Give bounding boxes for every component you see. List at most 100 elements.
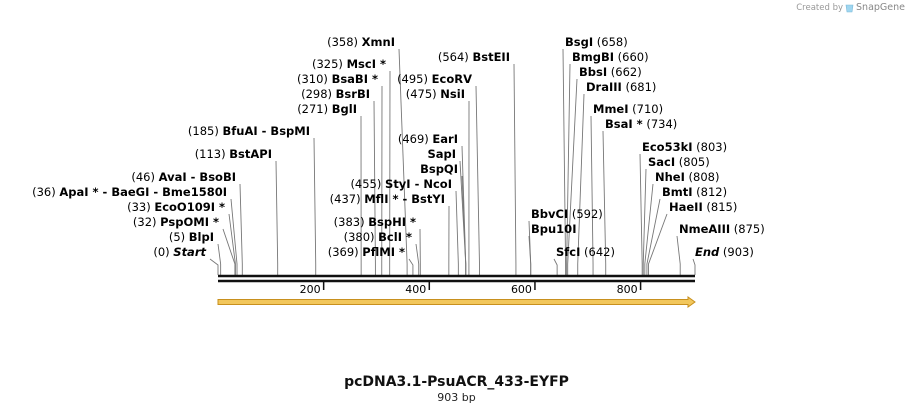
- feature-arrow[interactable]: [217, 296, 696, 308]
- site-text[interactable]: NmeAIII (875): [679, 222, 765, 236]
- site-label[interactable]: NheI (808): [655, 170, 719, 184]
- site-label[interactable]: BsgI (658): [565, 35, 628, 49]
- site-text[interactable]: MmeI (710): [593, 102, 663, 116]
- site-text[interactable]: (564) BstEII: [438, 50, 510, 64]
- site-text[interactable]: SacI (805): [648, 155, 710, 169]
- site-text[interactable]: (46) AvaI - BsoBI: [131, 170, 236, 184]
- site-label[interactable]: (46) AvaI - BsoBI: [131, 170, 236, 184]
- site-text[interactable]: (475) NsiI: [406, 87, 465, 101]
- site-connector: [222, 228, 236, 275]
- site-text[interactable]: (437) MflI * - BstYI: [330, 192, 445, 206]
- site-text[interactable]: (185) BfuAI - BspMI: [188, 124, 310, 138]
- site-text[interactable]: DraIII (681): [586, 80, 656, 94]
- site-label[interactable]: (33) EcoO109I *: [127, 200, 225, 214]
- site-name: NmeAIII: [679, 222, 730, 236]
- site-text[interactable]: NheI (808): [655, 170, 719, 184]
- site-text[interactable]: (469) EarI: [398, 132, 458, 146]
- site-label[interactable]: NmeAIII (875): [679, 222, 765, 236]
- site-label[interactable]: HaeII (815): [669, 200, 737, 214]
- site-label[interactable]: Eco53kI (803): [642, 140, 727, 154]
- site-text[interactable]: (36) ApaI * - BaeGI - Bme1580I: [32, 185, 227, 199]
- site-text[interactable]: (310) BsaBI *: [297, 72, 378, 86]
- site-position: (681): [622, 80, 657, 94]
- site-name: BsgI: [565, 35, 593, 49]
- dna-backbone: [218, 274, 695, 283]
- site-label[interactable]: (271) BglI: [297, 102, 357, 116]
- site-text[interactable]: (5) BlpI: [169, 230, 214, 244]
- site-label[interactable]: DraIII (681): [586, 80, 656, 94]
- site-label[interactable]: (358) XmnI: [327, 35, 395, 49]
- site-label[interactable]: (32) PspOMI *: [133, 215, 219, 229]
- site-label[interactable]: SapI: [427, 147, 456, 161]
- site-label[interactable]: (185) BfuAI - BspMI: [188, 124, 310, 138]
- site-label[interactable]: (36) ApaI * - BaeGI - Bme1580I: [32, 185, 227, 199]
- site-position: (113): [195, 147, 230, 161]
- site-text[interactable]: (369) PflMI *: [328, 245, 405, 259]
- site-text[interactable]: Bpu10I: [531, 222, 576, 236]
- site-text[interactable]: (298) BsrBI: [301, 87, 370, 101]
- site-text[interactable]: SfcI (642): [556, 245, 615, 259]
- site-position: (455): [350, 177, 385, 191]
- site-text[interactable]: (0) Start: [153, 245, 206, 259]
- site-text[interactable]: BsgI (658): [565, 35, 628, 49]
- site-text[interactable]: (383) BspHI *: [334, 215, 416, 229]
- site-text[interactable]: (271) BglI: [297, 102, 357, 116]
- site-label[interactable]: BsaI * (734): [605, 117, 677, 131]
- site-label[interactable]: (495) EcoRV: [397, 72, 472, 86]
- site-label[interactable]: (380) BclI *: [344, 230, 412, 244]
- site-name: EarI: [432, 132, 458, 146]
- ruler-ticks: 200 400 600 800: [300, 282, 642, 296]
- site-label[interactable]: BspQI: [420, 162, 458, 176]
- site-text[interactable]: HaeII (815): [669, 200, 737, 214]
- site-label[interactable]: End (903): [695, 245, 754, 259]
- site-text[interactable]: BsaI * (734): [605, 117, 677, 131]
- site-text[interactable]: (32) PspOMI *: [133, 215, 219, 229]
- site-text[interactable]: (455) StyI - NcoI: [350, 177, 452, 191]
- site-label[interactable]: (0) Start: [153, 245, 206, 259]
- site-text[interactable]: BmgBI (660): [572, 50, 649, 64]
- site-label[interactable]: BmtI (812): [662, 185, 727, 199]
- site-label[interactable]: (564) BstEII: [438, 50, 510, 64]
- site-text[interactable]: BbsI (662): [579, 65, 642, 79]
- site-label[interactable]: (310) BsaBI *: [297, 72, 378, 86]
- site-position: (662): [607, 65, 642, 79]
- site-label[interactable]: (469) EarI: [398, 132, 458, 146]
- site-position: (32): [133, 215, 160, 229]
- site-name: BclI *: [378, 230, 412, 244]
- site-text[interactable]: Eco53kI (803): [642, 140, 727, 154]
- site-label[interactable]: BbsI (662): [579, 65, 642, 79]
- site-label[interactable]: (475) NsiI: [406, 87, 465, 101]
- site-label[interactable]: (298) BsrBI: [301, 87, 370, 101]
- site-label[interactable]: (383) BspHI *: [334, 215, 416, 229]
- site-text[interactable]: (325) MscI *: [312, 57, 386, 71]
- site-text[interactable]: SapI: [427, 147, 456, 161]
- site-label[interactable]: BmgBI (660): [572, 50, 649, 64]
- site-label[interactable]: (455) StyI - NcoI: [350, 177, 452, 191]
- site-text[interactable]: (33) EcoO109I *: [127, 200, 225, 214]
- site-label[interactable]: SacI (805): [648, 155, 710, 169]
- site-text[interactable]: BbvCI (592): [531, 207, 603, 221]
- site-name: BstEII: [472, 50, 510, 64]
- site-connector: [415, 243, 420, 275]
- site-label[interactable]: (437) MflI * - BstYI: [330, 192, 445, 206]
- site-name: EcoO109I *: [154, 200, 225, 214]
- site-text[interactable]: (113) BstAPI: [195, 147, 272, 161]
- site-label[interactable]: (369) PflMI *: [328, 245, 405, 259]
- site-label[interactable]: (113) BstAPI: [195, 147, 272, 161]
- site-text[interactable]: (380) BclI *: [344, 230, 412, 244]
- site-connector: [239, 183, 243, 275]
- site-label[interactable]: (5) BlpI: [169, 230, 214, 244]
- site-label[interactable]: MmeI (710): [593, 102, 663, 116]
- site-name: End: [695, 245, 720, 259]
- site-text[interactable]: End (903): [695, 245, 754, 259]
- site-text[interactable]: (358) XmnI: [327, 35, 395, 49]
- site-label[interactable]: BbvCI (592): [531, 207, 603, 221]
- site-text[interactable]: BmtI (812): [662, 185, 727, 199]
- site-text[interactable]: (495) EcoRV: [397, 72, 472, 86]
- site-label[interactable]: SfcI (642): [556, 245, 615, 259]
- site-label[interactable]: (325) MscI *: [312, 57, 386, 71]
- site-name: SfcI: [556, 245, 580, 259]
- site-text[interactable]: BspQI: [420, 162, 458, 176]
- site-position: (5): [169, 230, 189, 244]
- site-label[interactable]: Bpu10I: [531, 222, 576, 236]
